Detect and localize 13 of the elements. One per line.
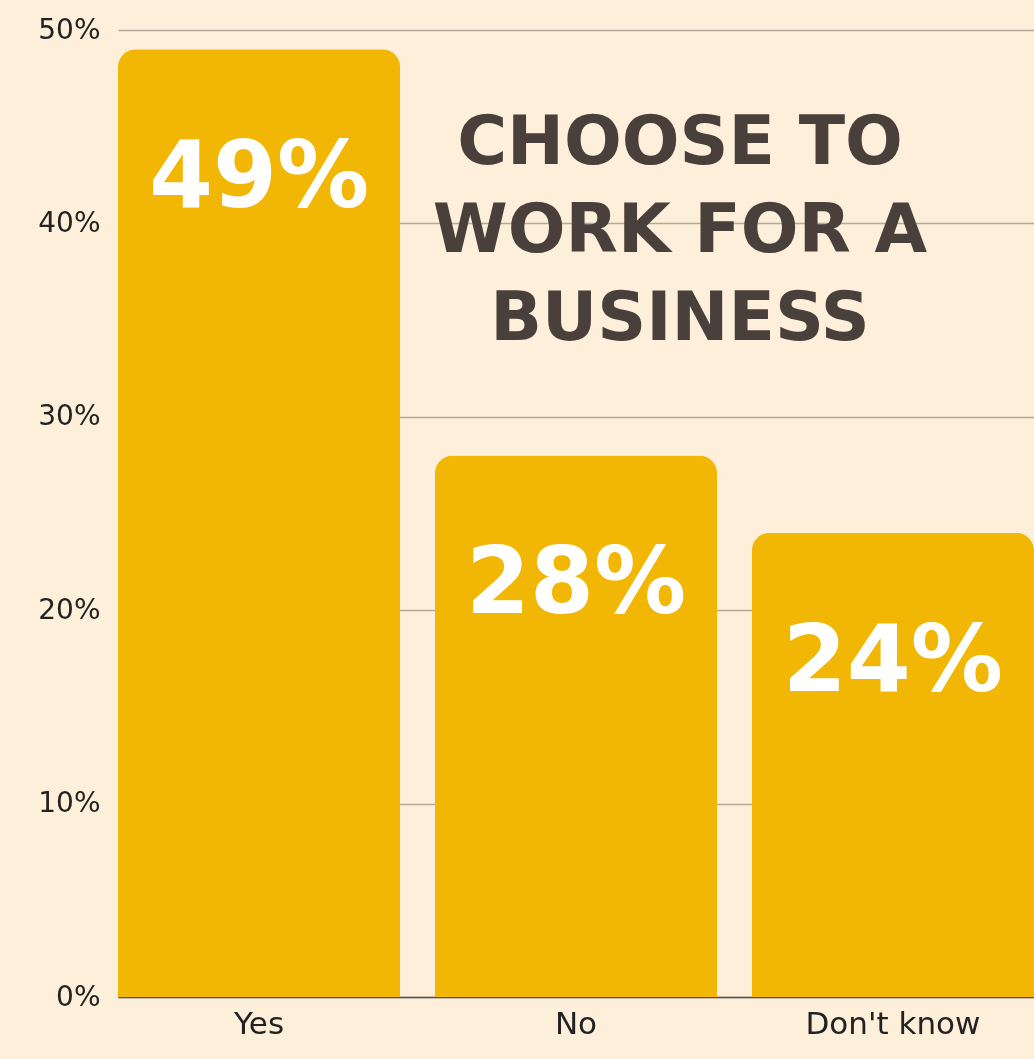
y-tick-label: 0% bbox=[56, 979, 101, 1013]
data-label: 24% bbox=[782, 605, 1004, 713]
y-tick-label: 20% bbox=[38, 592, 101, 626]
x-tick-label: No bbox=[554, 1004, 598, 1041]
x-tick-label: Don't know bbox=[805, 1004, 981, 1041]
x-tick-label: Yes bbox=[233, 1004, 285, 1041]
data-label: 49% bbox=[148, 122, 370, 230]
data-label: 28% bbox=[465, 528, 687, 636]
y-tick-label: 40% bbox=[38, 205, 101, 239]
y-tick-label: 30% bbox=[38, 399, 101, 433]
y-tick-label: 50% bbox=[38, 12, 101, 46]
y-tick-label: 10% bbox=[38, 786, 101, 820]
text: CHOOSE TO WORK FOR A BUSINESS bbox=[432, 101, 928, 356]
